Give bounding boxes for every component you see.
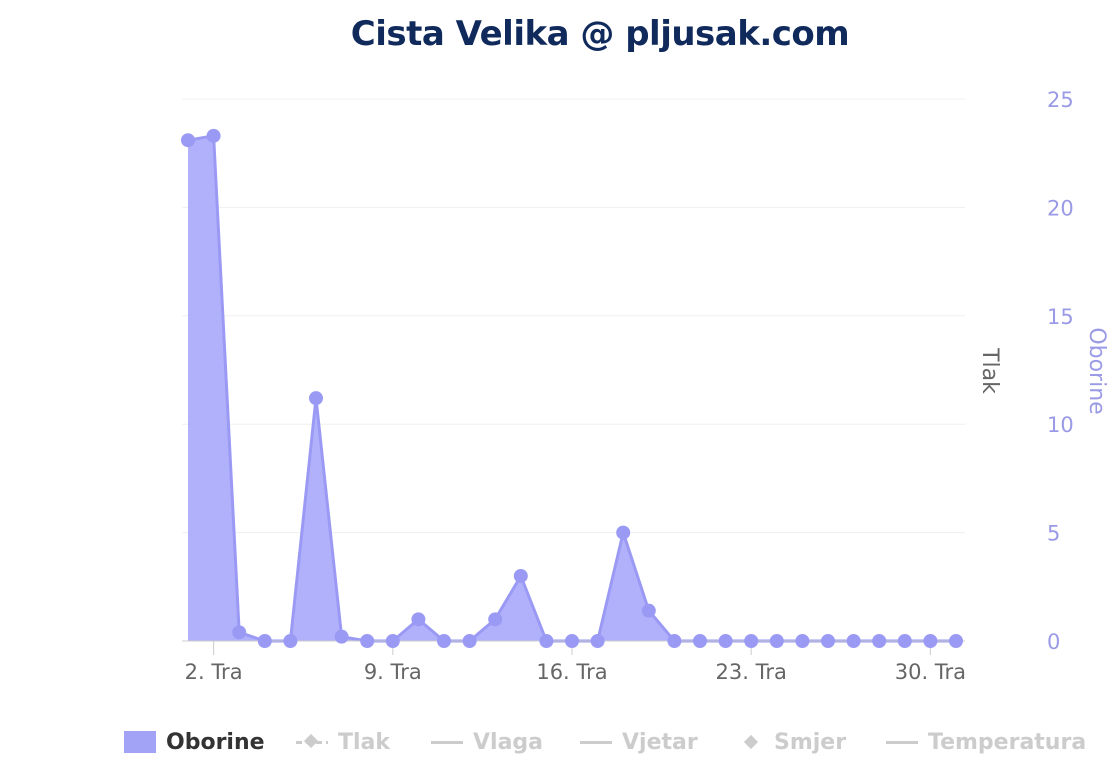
oborine-point[interactable]: [949, 634, 963, 648]
oborine-point[interactable]: [232, 625, 247, 640]
oborine-points[interactable]: [181, 128, 963, 648]
oborine-point[interactable]: [590, 634, 605, 648]
oborine-point[interactable]: [488, 612, 503, 627]
y-tick-label: 10: [1047, 413, 1074, 437]
oborine-point[interactable]: [385, 634, 400, 648]
oborine-point[interactable]: [795, 634, 810, 648]
smjer-swatch-icon: [743, 734, 759, 750]
axes: 0 5 10 15 20 25 2. Tra 9. Tra 16. Tra 23. Tra 30. …: [182, 88, 1109, 684]
oborine-point[interactable]: [334, 629, 349, 644]
oborine-point[interactable]: [641, 603, 656, 618]
oborine-point[interactable]: [309, 391, 323, 406]
chart-area: 0 5 10 15 20 25 2. Tra 9. Tra 16. Tra 23. Tra 30. …: [181, 88, 1109, 684]
temperatura-swatch-icon: [886, 740, 918, 744]
oborine-point[interactable]: [206, 128, 221, 143]
oborine-point[interactable]: [744, 634, 759, 648]
oborine-point[interactable]: [513, 568, 528, 583]
oborine-point[interactable]: [693, 634, 707, 648]
x-tick-label: 30. Tra: [895, 660, 966, 684]
oborine-point[interactable]: [718, 634, 733, 648]
y-tick-label: 0: [1047, 630, 1060, 654]
oborine-point[interactable]: [360, 634, 375, 648]
oborine-point[interactable]: [846, 634, 861, 648]
oborine-point[interactable]: [616, 525, 631, 540]
vjetar-swatch-icon: [580, 740, 612, 744]
oborine-point[interactable]: [897, 634, 912, 648]
y-tick-label: 25: [1047, 88, 1074, 112]
legend-label-vlaga: Vlaga: [473, 729, 544, 755]
oborine-swatch-icon: [124, 731, 156, 753]
oborine-point[interactable]: [283, 634, 298, 648]
oborine-point[interactable]: [181, 133, 195, 148]
oborine-point[interactable]: [769, 634, 784, 648]
x-tick-label: 2. Tra: [185, 660, 243, 684]
tlak-swatch-icon: [296, 740, 328, 744]
oborine-point[interactable]: [437, 634, 451, 648]
legend-label-vjetar: Vjetar: [622, 729, 698, 755]
y-tick-label: 20: [1047, 196, 1074, 220]
y-tick-label: 5: [1047, 522, 1060, 546]
grid-lines: [182, 98, 965, 534]
legend-item-smjer[interactable]: Smjer: [736, 722, 846, 762]
x-tick-label: 23. Tra: [716, 660, 787, 684]
oborine-point[interactable]: [821, 634, 835, 648]
legend-label-temperatura: Temperatura: [928, 729, 1087, 755]
x-tick-label: 16. Tra: [536, 660, 607, 684]
legend-label-oborine: Oborine: [166, 729, 265, 755]
oborine-point[interactable]: [872, 634, 887, 648]
oborine-point[interactable]: [462, 634, 477, 648]
legend: Oborine Tlak Vlaga Vjetar Smjer Temperat…: [0, 722, 1118, 762]
oborine-area: [187, 134, 956, 643]
chart-title: Cista Velika @ pljusak.com: [350, 14, 850, 54]
oborine-axis-title: Oborine: [1084, 327, 1109, 414]
legend-item-temperatura[interactable]: Temperatura: [886, 722, 1086, 762]
legend-item-oborine[interactable]: Oborine: [124, 722, 265, 762]
oborine-point[interactable]: [667, 634, 682, 648]
legend-label-tlak: Tlak: [338, 729, 391, 755]
oborine-area-fill: [188, 135, 956, 641]
legend-item-vjetar[interactable]: Vjetar: [580, 722, 698, 762]
legend-label-smjer: Smjer: [774, 729, 847, 755]
oborine-point[interactable]: [539, 634, 554, 648]
vlaga-swatch-icon: [431, 740, 463, 744]
y-tick-label: 15: [1047, 305, 1074, 329]
legend-item-tlak[interactable]: Tlak: [296, 722, 390, 762]
tlak-axis-title: Tlak: [977, 347, 1002, 394]
oborine-point[interactable]: [565, 634, 579, 648]
x-tick-label: 9. Tra: [364, 660, 422, 684]
oborine-point[interactable]: [411, 612, 426, 627]
legend-item-vlaga[interactable]: Vlaga: [431, 722, 543, 762]
oborine-point[interactable]: [923, 634, 938, 648]
oborine-point[interactable]: [257, 634, 272, 648]
